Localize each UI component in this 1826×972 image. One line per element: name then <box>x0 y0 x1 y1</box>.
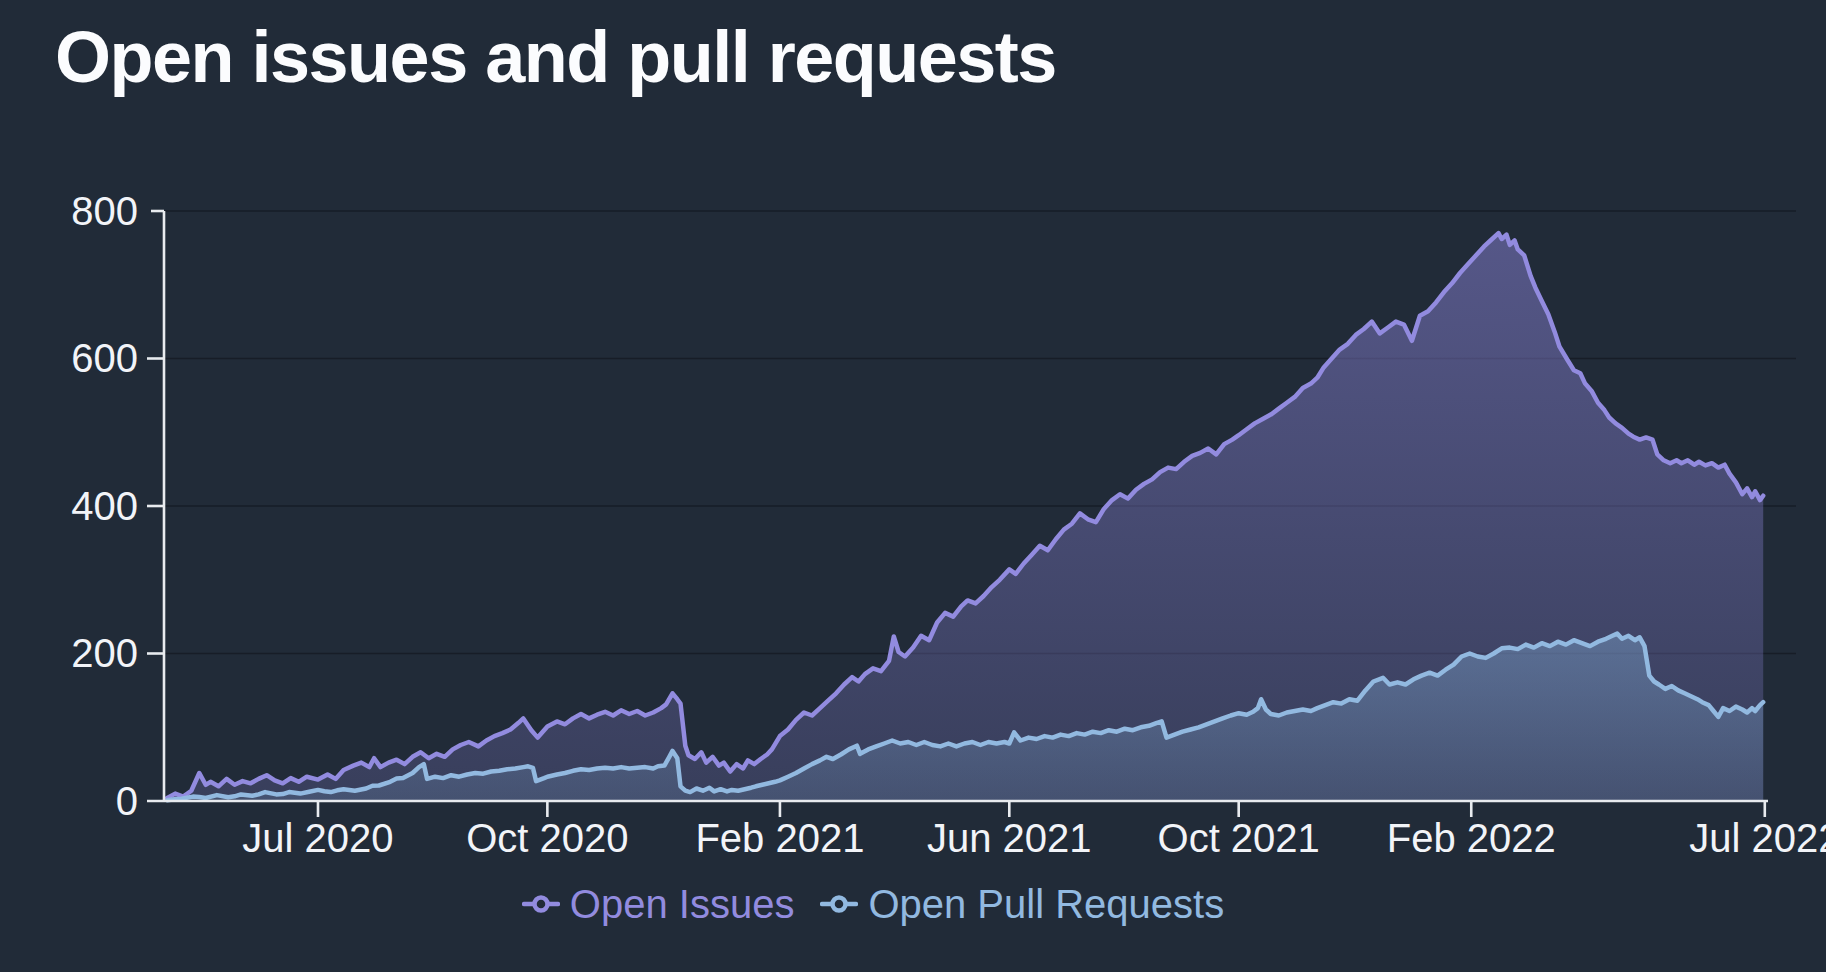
x-tick-label: Feb 2022 <box>1387 816 1556 860</box>
y-tick-label: 400 <box>71 484 138 528</box>
legend-item-open-issues[interactable]: Open Issues <box>522 884 795 924</box>
y-tick-label: 0 <box>116 779 138 823</box>
line-circle-marker-icon <box>522 894 560 914</box>
legend-label: Open Pull Requests <box>868 884 1224 924</box>
page: { "title": "Open issues and pull request… <box>0 0 1826 972</box>
x-tick-label: Jun 2021 <box>927 816 1092 860</box>
legend-label: Open Issues <box>570 884 795 924</box>
y-tick-label: 600 <box>71 336 138 380</box>
x-tick-label: Jul 2022 <box>1689 816 1826 860</box>
y-axis-labels: 0 200 400 600 800 <box>71 189 138 823</box>
line-circle-marker-icon <box>820 894 858 914</box>
x-tick-label: Jul 2020 <box>242 816 393 860</box>
x-tick-label: Oct 2020 <box>466 816 628 860</box>
chart-canvas[interactable]: 0 200 400 600 800 Jul 2020 Oct 2020 Feb 2021 Jun… <box>0 0 1826 972</box>
x-tick-label: Oct 2021 <box>1158 816 1320 860</box>
chart-legend: Open Issues Open Pull Requests <box>0 884 1746 924</box>
y-tick-label: 200 <box>71 631 138 675</box>
x-axis-labels: Jul 2020 Oct 2020 Feb 2021 Jun 2021 Oct 2021… <box>242 816 1826 860</box>
y-tick-label: 800 <box>71 189 138 233</box>
legend-item-open-pull-requests[interactable]: Open Pull Requests <box>820 884 1224 924</box>
x-tick-label: Feb 2021 <box>695 816 864 860</box>
